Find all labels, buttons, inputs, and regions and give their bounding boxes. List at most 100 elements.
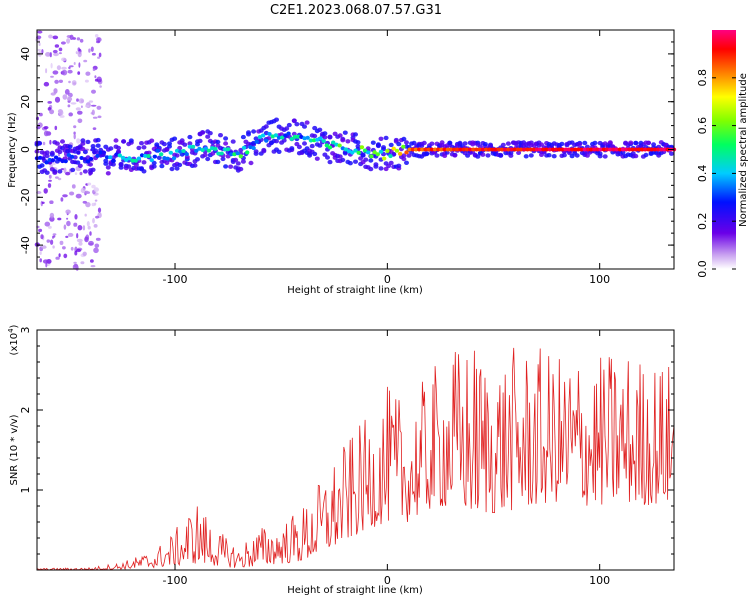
- spectrogram-ridge-cell: [649, 147, 654, 152]
- spectrogram-halo-cell: [248, 160, 254, 166]
- spectrogram-halo-cell: [133, 162, 139, 168]
- spectrogram-halo-cell: [223, 136, 229, 141]
- spectrogram-noise-cell: [73, 125, 77, 129]
- spectrogram-halo-cell: [177, 145, 183, 151]
- spectrogram-ridge-cell: [60, 159, 65, 164]
- spectrogram-ridge-cell: [251, 146, 256, 151]
- spectrogram-halo-cell: [207, 131, 213, 136]
- spectrogram-halo-cell: [424, 151, 430, 157]
- spectrogram-halo-cell: [447, 140, 453, 146]
- spectrogram-noise-cell: [42, 141, 46, 146]
- spectrogram-halo-cell: [551, 154, 557, 159]
- spectrogram-ridge-cell: [375, 152, 380, 157]
- spectrogram-halo-cell: [149, 138, 155, 143]
- snr-scale-exponent: 4: [7, 328, 15, 333]
- spectrogram-noise-cell: [73, 62, 76, 65]
- spectrogram-ridge-cell: [305, 135, 310, 140]
- spectrogram-halo-cell: [218, 133, 223, 138]
- spectrogram-ridge-cell: [130, 158, 135, 163]
- spectrogram-noise-cell: [60, 168, 65, 171]
- spectrogram-halo-cell: [154, 142, 160, 147]
- spectrogram-halo-cell: [317, 127, 323, 132]
- spectrogram-noise-cell: [97, 115, 102, 119]
- spectrogram-ridge-cell: [643, 147, 648, 152]
- spectrogram-noise-cell: [58, 47, 63, 52]
- spectrogram-halo-cell: [434, 153, 440, 158]
- spectrogram-ridge-cell: [627, 147, 632, 152]
- spectrogram-noise-cell: [82, 251, 87, 256]
- spectrogram-ridge-cell: [573, 147, 578, 152]
- spectrogram-halo-cell: [307, 153, 313, 158]
- spectrogram-ridge-cell: [57, 157, 62, 162]
- spectrogram-halo-cell: [317, 143, 323, 148]
- spectrogram-noise-cell: [75, 265, 79, 271]
- spectrogram-ridge-cell: [219, 151, 224, 156]
- spectrogram-noise-cell: [91, 52, 96, 56]
- spectrogram-halo-cell: [174, 166, 180, 171]
- spectrogram-ridge-cell: [152, 154, 157, 159]
- spectrogram-noise-cell: [50, 75, 54, 78]
- spectrogram-halo-cell: [353, 159, 358, 164]
- spectrogram-halo-cell: [439, 140, 445, 145]
- spectrogram-halo-cell: [286, 122, 292, 128]
- spectrogram-ridge-cell: [95, 153, 100, 158]
- spectrogram-ridge-cell: [655, 147, 661, 152]
- spectrogram-ridge-cell: [286, 131, 291, 136]
- spectrogram-noise-cell: [84, 236, 87, 241]
- spectrogram-noise-cell: [63, 224, 67, 230]
- spectrogram-ridge-cell: [503, 147, 508, 152]
- spectrogram-halo-cell: [404, 160, 409, 165]
- spectrogram-noise-cell: [80, 261, 85, 265]
- spectrogram-ridge-cell: [589, 147, 594, 152]
- spectrogram-noise-cell: [60, 197, 64, 202]
- spectrogram-ridge-cell: [560, 147, 565, 152]
- spectrogram-halo-cell: [116, 145, 121, 151]
- spectrogram-ridge-cell: [420, 147, 425, 152]
- spectrogram-ridge-cell: [238, 154, 243, 159]
- spectrogram-noise-cell: [91, 89, 96, 94]
- spectrogram-noise-cell: [44, 221, 51, 227]
- spectrogram-noise-cell: [65, 235, 69, 238]
- spectrogram-xlabel: Height of straight line (km): [287, 285, 423, 296]
- spectrogram-ridge-cell: [283, 133, 288, 138]
- spectrogram-noise-cell: [92, 68, 96, 71]
- spectrogram-halo-cell: [220, 156, 226, 162]
- spectrogram-ridge-cell: [461, 147, 466, 152]
- spectrogram-noise-cell: [79, 171, 83, 176]
- spectrogram-ridge-cell: [124, 157, 129, 162]
- spectrogram-halo-cell: [60, 139, 65, 144]
- spectrogram-halo-cell: [164, 160, 170, 165]
- spectrogram-ridge-cell: [601, 147, 607, 152]
- spectrogram-halo-cell: [182, 142, 188, 147]
- spectrogram-noise-cell: [75, 51, 78, 55]
- spectrogram-xtick-label: 100: [589, 273, 610, 286]
- spectrogram-ridge-cell: [127, 156, 132, 161]
- colorbar-gradient: [712, 30, 736, 269]
- spectrogram-halo-cell: [574, 153, 580, 158]
- colorbar-tick-label: 0.2: [696, 212, 709, 230]
- spectrogram-noise-cell: [49, 200, 54, 204]
- spectrogram-halo-cell: [82, 149, 88, 155]
- spectrogram-ridge-cell: [76, 150, 81, 155]
- spectrogram-halo-cell: [215, 139, 221, 145]
- spectrogram-noise-cell: [52, 245, 55, 249]
- spectrogram-halo-cell: [169, 166, 175, 172]
- spectrogram-noise-cell: [43, 126, 49, 130]
- spectrogram-halo-cell: [327, 135, 333, 140]
- spectrogram-ridge-cell: [633, 147, 638, 152]
- spectrogram-noise-cell: [73, 82, 77, 85]
- spectrogram-ticks: -100 0 100 -40 -20 0 20 40: [19, 29, 674, 286]
- colorbar-tick-label: 0.6: [696, 117, 709, 135]
- spectrogram-halo-cell: [187, 141, 193, 146]
- spectrogram-halo-cell: [337, 154, 343, 159]
- spectrogram-halo-cell: [355, 140, 361, 145]
- spectrogram-halo-cell: [195, 157, 200, 162]
- spectrogram-noise-cell: [61, 57, 67, 62]
- spectrogram-ridge-cell: [260, 133, 266, 138]
- spectrogram-ridge-cell: [382, 156, 387, 161]
- spectrogram-ridge-cell: [404, 150, 409, 155]
- spectrogram-halo-cell: [240, 134, 246, 140]
- spectrogram-ridge-cell: [359, 145, 365, 150]
- spectrogram-noise-cell: [66, 217, 69, 220]
